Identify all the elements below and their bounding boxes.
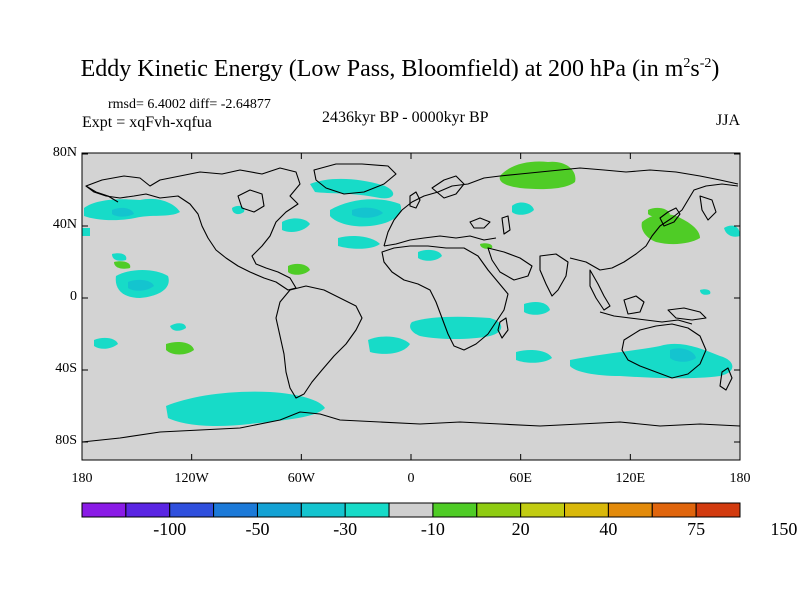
anomaly-pos-hawaii: [114, 261, 131, 269]
colorbar-label: 75: [687, 519, 706, 539]
anomaly-neg-west-edge: [82, 228, 90, 236]
colorbar-swatch: [125, 502, 171, 518]
anomaly-neg-pacific-equator: [700, 289, 711, 295]
anomaly-neg-atlantic-strong: [352, 207, 383, 218]
anomaly-neg-south-africa: [410, 316, 502, 339]
coast-europe: [383, 167, 739, 247]
colorbar-label: 40: [599, 519, 618, 539]
coast-borneo: [623, 295, 645, 315]
colorbar-label: 20: [511, 519, 530, 539]
period-label: 2436kyr BP - 0000kyr BP: [322, 109, 489, 126]
colorbar-swatch: [213, 502, 258, 518]
anomaly-neg-south-pacific-2: [94, 337, 118, 349]
colorbar-swatch: [564, 502, 609, 518]
colorbar-swatch: [607, 502, 653, 518]
colorbar: [81, 502, 741, 518]
colorbar-swatch: [651, 502, 697, 518]
coast-mediterranean: [383, 235, 497, 247]
anomaly-neg-australia-strong: [670, 348, 696, 362]
coast-madagascar: [497, 317, 509, 339]
x-tick-label: 60W: [287, 471, 315, 486]
experiment-label: Expt = xqFvh-xqfua: [82, 114, 212, 131]
y-tick-label: 0: [70, 289, 77, 304]
anomaly-neg-pacific-strong: [112, 207, 134, 217]
anomaly-pos-south-pacific: [166, 342, 194, 355]
colorbar-swatch: [388, 502, 434, 518]
coastlines: [81, 163, 741, 443]
anomaly-neg-indian: [524, 302, 550, 315]
coast-greenland: [313, 163, 397, 195]
y-axis-ticks: [82, 153, 740, 443]
coast-arabia: [487, 247, 533, 281]
colorbar-swatch: [344, 502, 390, 518]
colorbar-swatch: [81, 502, 127, 518]
coast-scandinavia: [431, 175, 465, 199]
stats-text: rmsd= 6.4002 diff= -2.64877: [108, 97, 271, 112]
colorbar-swatch: [432, 502, 478, 518]
coast-north-america: [85, 167, 301, 291]
coast-black-sea: [469, 217, 491, 229]
coast-hudson-bay: [237, 189, 265, 213]
coast-africa: [381, 245, 509, 351]
anomaly-neg-sc-pacific: [170, 323, 186, 331]
anomaly-neg-north-pacific: [84, 198, 180, 221]
anomaly-pos-japan: [641, 214, 700, 245]
y-tick-label: 40S: [55, 361, 77, 376]
colorbar-label: 150: [770, 519, 798, 539]
anomaly-shading: [82, 161, 740, 426]
coast-kamchatka: [699, 195, 717, 221]
colorbar-swatch: [169, 502, 215, 518]
x-tick-label: 120W: [174, 471, 209, 486]
anomaly-pos-caribbean: [288, 263, 310, 275]
anomaly-pos-russia-arctic: [499, 161, 576, 190]
coast-southeast-asia: [569, 183, 739, 271]
coast-india: [539, 253, 569, 297]
colorbar-swatch: [256, 502, 302, 518]
coast-new-guinea: [667, 307, 707, 321]
coast-japan: [659, 207, 681, 227]
anomaly-neg-baja: [112, 253, 127, 261]
y-tick-label: 80N: [52, 145, 77, 160]
x-axis-ticks: [81, 153, 741, 460]
x-tick-label: 60E: [509, 471, 532, 486]
x-tick-label: 120E: [615, 471, 646, 486]
coast-australia: [621, 323, 707, 379]
coast-uk: [409, 191, 421, 209]
anomaly-neg-central-atlantic: [338, 236, 380, 249]
x-tick-label: 180: [729, 471, 751, 486]
x-tick-label: 180: [71, 471, 93, 486]
anomaly-neg-north-atlantic: [310, 178, 394, 199]
coast-indonesia: [599, 311, 693, 325]
y-tick-label: 40N: [52, 217, 77, 232]
anomaly-neg-south-indian: [516, 350, 552, 363]
colorbar-swatch: [300, 502, 346, 518]
coast-new-zealand: [719, 367, 733, 391]
anomaly-neg-east-europe: [512, 202, 534, 215]
colorbar-swatch: [476, 502, 522, 518]
coast-caspian: [501, 215, 511, 235]
coast-alaska: [85, 185, 119, 203]
anomaly-neg-north-africa: [418, 249, 442, 261]
colorbar-label: -100: [153, 519, 187, 539]
anomaly-pos-sahel: [480, 243, 493, 249]
colorbar-label: -10: [420, 519, 445, 539]
y-tick-label: 80S: [55, 433, 77, 448]
anomaly-neg-nw-pacific: [724, 225, 740, 237]
figure-title: Eddy Kinetic Energy (Low Pass, Bloomfiel…: [80, 56, 720, 82]
coast-indochina: [589, 269, 611, 311]
anomaly-neg-small-atl: [232, 205, 245, 215]
colorbar-swatch: [695, 502, 741, 518]
coast-south-america: [275, 285, 363, 399]
colorbar-label: -50: [245, 519, 270, 539]
anomaly-neg-east-pacific-strong: [128, 279, 154, 291]
colorbar-label: -30: [333, 519, 358, 539]
x-tick-label: 0: [407, 471, 415, 486]
colorbar-swatch: [520, 502, 566, 518]
season-label: JJA: [716, 112, 741, 129]
anomaly-neg-us-east: [282, 218, 310, 232]
anomaly-neg-south-atlantic: [368, 336, 410, 354]
coast-antarctica: [81, 411, 741, 443]
